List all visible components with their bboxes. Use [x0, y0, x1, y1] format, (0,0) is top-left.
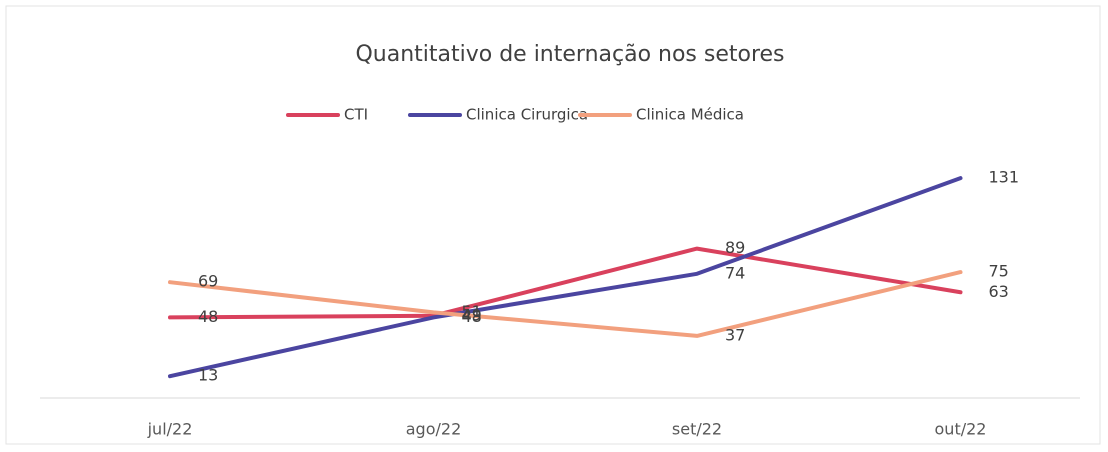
series-line: [168, 270, 963, 338]
data-label: 13: [198, 366, 218, 385]
data-label: 69: [198, 272, 218, 291]
data-label: 49: [462, 305, 482, 324]
legend-label: CTI: [344, 106, 368, 124]
chart-title: Quantitativo de internação nos setores: [355, 42, 784, 67]
data-label: 51: [462, 302, 482, 321]
data-label: 74: [725, 263, 745, 282]
x-tick-label: out/22: [935, 420, 987, 439]
data-label: 89: [725, 238, 745, 257]
data-label: 37: [725, 325, 745, 344]
data-label: 48: [462, 307, 482, 326]
series-line: [168, 246, 963, 320]
x-tick-label: set/22: [672, 420, 722, 439]
x-tick-label: jul/22: [147, 420, 193, 439]
series-line: [168, 176, 963, 379]
data-label: 131: [989, 168, 1020, 187]
legend-label: Clinica Cirurgica: [466, 106, 588, 124]
data-label: 48: [198, 307, 218, 326]
x-tick-label: ago/22: [406, 420, 462, 439]
legend-label: Clinica Médica: [636, 106, 744, 124]
data-label: 63: [989, 282, 1009, 301]
chart-frame: [5, 5, 1101, 445]
data-label: 75: [989, 262, 1009, 281]
